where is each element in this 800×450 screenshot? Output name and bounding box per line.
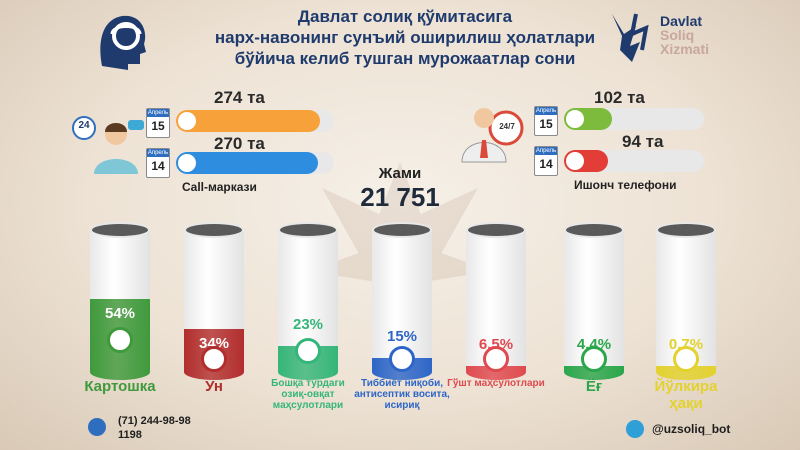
category-label: Бошқа турдаги озиқ-овқат маҳсулотлари: [271, 378, 345, 411]
call-center-apr15-bar: [176, 110, 334, 132]
user-icon: [566, 110, 584, 128]
hotline-apr15-bar: [564, 108, 704, 130]
calendar-month: Апрель: [535, 107, 557, 115]
telegram-icon: [626, 420, 644, 438]
bar-fill: [176, 110, 320, 132]
category-label: Гўшт маҳсулотлари: [447, 378, 545, 389]
user-icon: [178, 112, 196, 130]
cylinder-empty: [90, 230, 150, 299]
cylinder-empty: [372, 230, 432, 358]
title-line-1: Давлат солиқ қўмитасига: [297, 7, 513, 26]
cylinder-empty: [564, 230, 624, 366]
potato-icon: [107, 327, 133, 353]
taxi-icon: [673, 346, 699, 372]
cylinder-empty: [466, 230, 526, 366]
oil-bottle-icon: [581, 346, 607, 372]
calendar-day: 15: [151, 119, 165, 133]
bar-7: [656, 222, 716, 380]
call-center-operator-icon: [72, 116, 144, 174]
phone-contact[interactable]: (71) 244-98-98 1198: [118, 414, 191, 442]
hotline-24-7-badge: 24/7: [499, 122, 515, 131]
cylinder-rim: [564, 222, 624, 238]
calendar-month: Апрель: [535, 147, 557, 155]
cylinder-empty: [278, 230, 338, 346]
calendar-icon: Апрель 15: [534, 106, 558, 136]
cylinder-rim: [656, 222, 716, 238]
bar-3: [278, 222, 338, 380]
total-label: Жами: [378, 165, 422, 182]
cylinder-fill: [656, 366, 716, 380]
logo-text: Davlat Soliq Xizmati: [660, 14, 709, 56]
title-line-2: нарх-навонинг сунъий оширилиш ҳолатлари: [214, 28, 596, 47]
logo-line-2: Soliq: [660, 27, 695, 43]
user-icon: [566, 152, 584, 170]
call-center-24-badge: 24: [78, 120, 90, 131]
phone-number: (71) 244-98-98: [118, 415, 191, 427]
calendar-day: 14: [151, 159, 165, 173]
bar-5: [466, 222, 526, 380]
category-label: Йўлкира ҳақи: [654, 378, 718, 412]
category-label: Тиббиёт ниқоби, антисептик восита, исири…: [354, 378, 450, 411]
bar-2: [184, 222, 244, 380]
short-number: 1198: [118, 429, 142, 441]
calendar-icon: Апрель 14: [534, 146, 558, 176]
bar-value-label: 15%: [386, 327, 418, 345]
bar-value-label: 54%: [104, 305, 136, 322]
grocery-basket-icon: [295, 337, 321, 364]
hotline-label: Ишонч телефони: [574, 178, 677, 192]
cylinder-empty: [656, 230, 716, 366]
bar-4: [372, 222, 432, 380]
telegram-bot-link[interactable]: @uzsoliq_bot: [652, 422, 731, 436]
cylinder-rim: [372, 222, 432, 238]
calendar-month: Апрель: [147, 149, 169, 157]
calendar-icon: Апрель 15: [146, 108, 170, 138]
call-center-apr14-value: 270 та: [214, 134, 265, 153]
category-label: Ун: [205, 378, 223, 395]
calendar-day: 14: [539, 157, 553, 171]
calendar-icon: Апрель 14: [146, 148, 170, 178]
category-label: Ёғ: [585, 378, 603, 395]
cylinder-rim: [184, 222, 244, 238]
cylinder-rim: [90, 222, 150, 238]
page-title: Давлат солиқ қўмитасига нарх-навонинг су…: [170, 6, 640, 69]
cylinder-fill: [466, 366, 526, 380]
flour-icon: [201, 346, 227, 372]
call-center-apr15-value: 274 та: [214, 88, 265, 107]
hotline-apr14-value: 94 та: [622, 132, 664, 151]
calendar-month: Апрель: [147, 109, 169, 117]
cylinder-rim: [278, 222, 338, 238]
hotline-operator-icon: [461, 108, 524, 163]
total-value: 21 751: [360, 182, 440, 212]
cylinder-empty: [184, 230, 244, 329]
operator-head-icon: [100, 15, 146, 70]
medical-mask-icon: [389, 346, 415, 372]
user-icon: [178, 154, 196, 172]
title-line-3: бўйича келиб тушган мурожаатлар сони: [234, 49, 576, 68]
hotline-apr14-bar: [564, 150, 704, 172]
call-center-apr14-bar: [176, 152, 334, 174]
hotline-apr15-value: 102 та: [594, 88, 645, 107]
bar-6: [564, 222, 624, 380]
cylinder-rim: [466, 222, 526, 238]
logo-line-3: Xizmati: [660, 41, 710, 57]
bar-1: [90, 222, 150, 380]
calendar-day: 15: [539, 117, 553, 131]
logo-line-1: Davlat: [660, 13, 703, 29]
bar-fill: [176, 152, 318, 174]
phone-icon: [88, 418, 106, 436]
meat-icon: [483, 346, 509, 372]
bar-value-label: 23%: [292, 315, 324, 333]
call-center-label: Call-маркази: [182, 180, 257, 194]
tax-service-logo: [612, 13, 649, 62]
cylinder-fill: [564, 366, 624, 380]
category-label: Картошка: [84, 378, 156, 395]
